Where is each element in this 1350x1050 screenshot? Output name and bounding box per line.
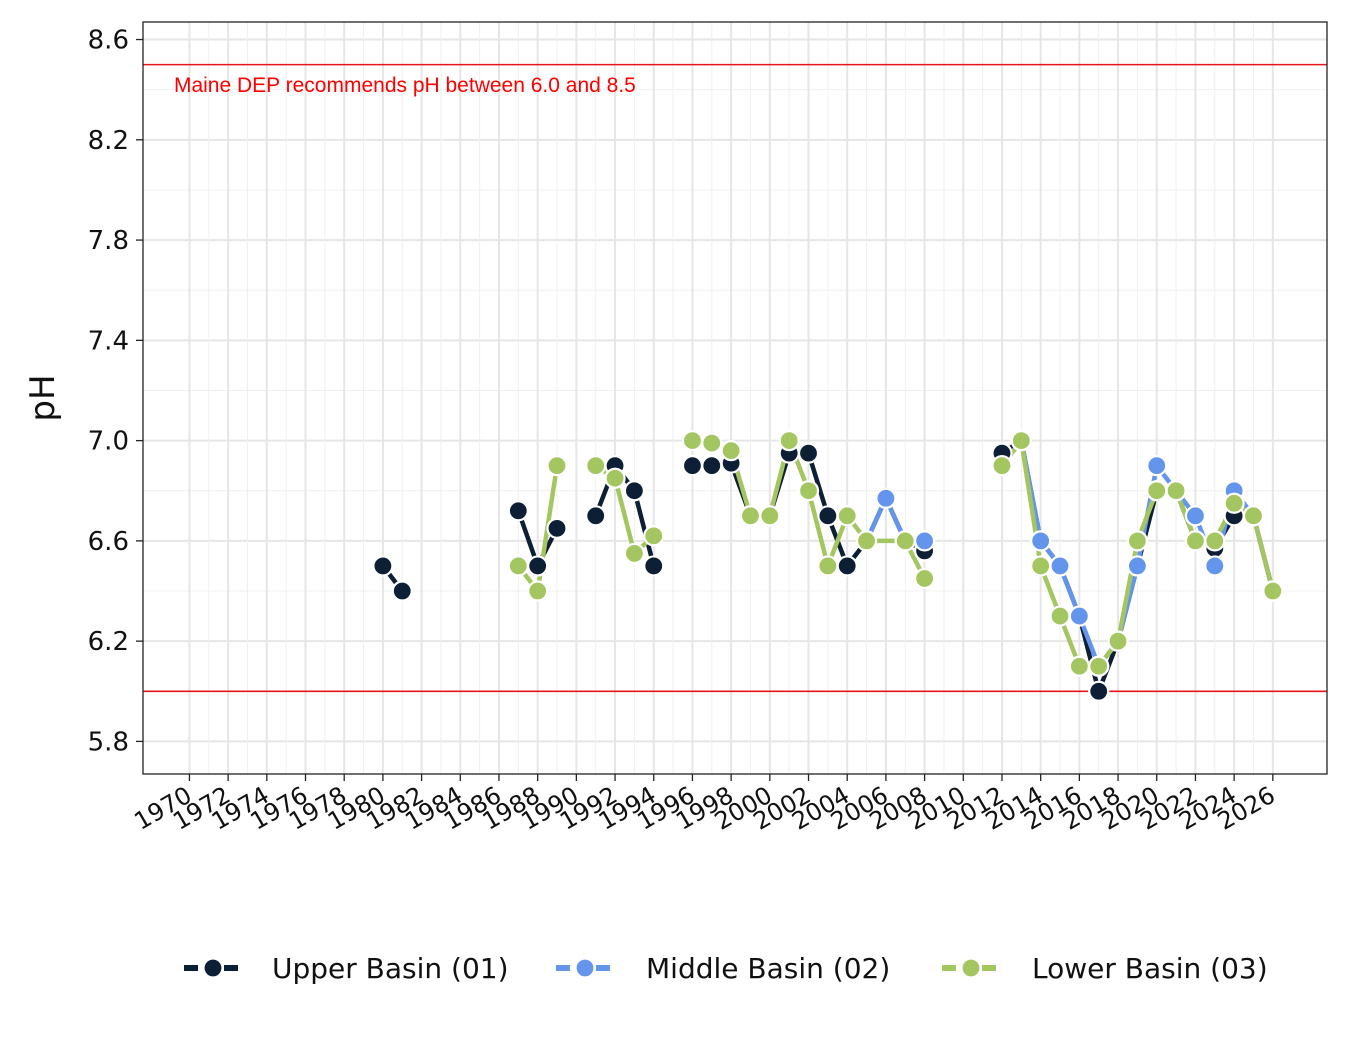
y-tick-label: 5.8 — [88, 727, 129, 757]
legend-item-2: Middle Basin (02) — [556, 952, 890, 985]
data-point-series-3 — [797, 480, 820, 502]
y-tick-label: 8.2 — [88, 126, 129, 156]
data-point-series-2 — [1030, 530, 1052, 552]
data-point-series-3 — [507, 555, 529, 577]
data-point-series-3 — [1146, 480, 1168, 502]
reference-annotation: Maine DEP recommends pH between 6.0 and … — [174, 74, 636, 97]
y-tick-label: 7.8 — [88, 226, 129, 256]
series-points — [372, 430, 1284, 702]
data-point-series-3 — [1068, 655, 1090, 677]
legend-key-point — [960, 957, 982, 979]
series-line-3 — [593, 463, 656, 556]
data-point-series-3 — [913, 567, 936, 590]
data-point-series-3 — [585, 455, 607, 477]
y-axis-title: pH — [23, 374, 63, 421]
data-point-series-1 — [546, 517, 568, 539]
data-point-series-3 — [681, 430, 704, 452]
legend-item-1: Upper Basin (01) — [184, 952, 509, 985]
data-point-series-1 — [643, 555, 665, 577]
data-point-series-3 — [527, 580, 549, 602]
legend-key-point — [574, 957, 596, 979]
legend-label: Upper Basin (01) — [272, 952, 509, 985]
data-point-series-3 — [1088, 655, 1110, 677]
data-point-series-2 — [1204, 555, 1226, 577]
y-tick-label: 7.4 — [88, 326, 129, 356]
data-point-series-1 — [391, 580, 413, 602]
y-tick-label: 7.0 — [88, 427, 129, 457]
data-point-series-3 — [1242, 505, 1265, 527]
data-point-series-3 — [1049, 605, 1071, 627]
data-point-series-2 — [1146, 455, 1168, 477]
y-axis: 5.8 6.2 6.6 7.0 7.4 7.8 8.2 8.6 — [88, 26, 143, 757]
data-point-series-3 — [894, 530, 916, 552]
legend: Upper Basin (01) Middle Basin (02) Lower B… — [184, 952, 1268, 985]
legend-item-3: Lower Basin (03) — [942, 952, 1268, 985]
data-point-series-3 — [720, 440, 742, 462]
data-point-series-1 — [797, 442, 820, 464]
data-point-series-3 — [643, 525, 665, 547]
data-point-series-2 — [1184, 505, 1207, 527]
data-point-series-3 — [1107, 630, 1129, 652]
data-point-series-1 — [817, 505, 839, 527]
data-point-series-3 — [1184, 530, 1207, 552]
data-point-series-2 — [1068, 605, 1090, 627]
data-point-series-3 — [1030, 555, 1052, 577]
series-line-2 — [864, 496, 927, 544]
y-tick-label: 6.6 — [88, 527, 129, 557]
x-axis: 1970197219741976197819801982198419861988… — [130, 774, 1280, 836]
data-point-series-1 — [527, 555, 549, 577]
data-point-series-2 — [1049, 555, 1071, 577]
data-point-series-3 — [623, 542, 645, 565]
data-point-series-3 — [1223, 492, 1245, 514]
data-point-series-3 — [1165, 480, 1187, 502]
data-point-series-3 — [1010, 430, 1032, 452]
data-point-series-2 — [913, 530, 936, 552]
data-point-series-3 — [546, 455, 568, 477]
data-point-series-1 — [681, 455, 704, 477]
data-point-series-3 — [778, 430, 800, 452]
legend-label: Middle Basin (02) — [646, 952, 890, 985]
data-point-series-1 — [1088, 680, 1110, 702]
data-point-series-1 — [701, 455, 723, 477]
data-point-series-3 — [739, 505, 762, 527]
data-point-series-3 — [1204, 530, 1226, 552]
data-point-series-3 — [817, 555, 839, 577]
data-point-series-2 — [875, 487, 897, 509]
data-point-series-1 — [372, 555, 394, 577]
plot-border — [142, 21, 1328, 775]
legend-key-point — [202, 957, 224, 979]
data-point-series-3 — [836, 505, 858, 527]
data-point-series-1 — [836, 555, 858, 577]
data-point-series-3 — [604, 467, 626, 489]
data-point-series-3 — [991, 455, 1013, 477]
y-tick-label: 8.6 — [88, 26, 129, 56]
data-point-series-1 — [585, 505, 607, 527]
reference-lines — [143, 63, 1327, 693]
data-point-series-3 — [1126, 530, 1149, 552]
data-point-series-3 — [759, 505, 781, 527]
grid — [143, 22, 1327, 774]
data-point-series-3 — [1262, 580, 1284, 602]
data-point-series-1 — [623, 480, 645, 502]
data-point-series-3 — [855, 530, 878, 552]
y-tick-label: 6.2 — [88, 627, 129, 657]
data-point-series-3 — [701, 432, 723, 454]
legend-label: Lower Basin (03) — [1032, 952, 1268, 985]
data-point-series-2 — [1126, 555, 1149, 577]
data-point-series-1 — [507, 500, 529, 522]
